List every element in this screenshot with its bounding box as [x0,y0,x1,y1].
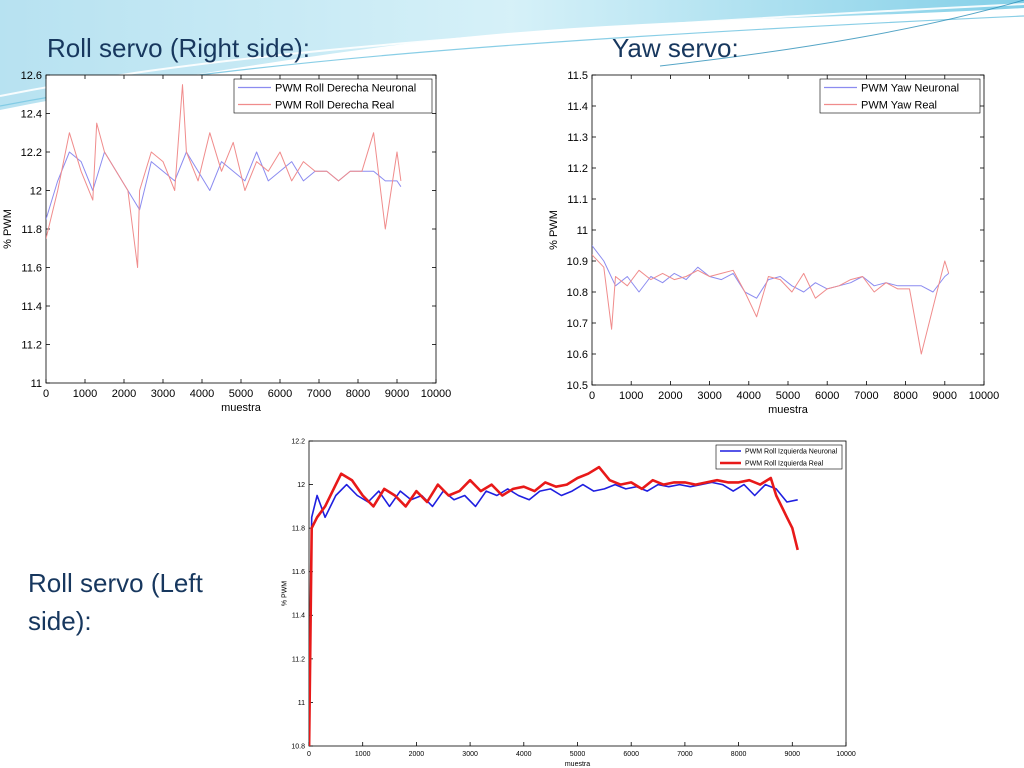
legend-box [715,444,843,470]
legend-entry: PWM Roll Izquierda Real [745,460,824,467]
x-tick-label: 8000 [893,390,917,402]
x-tick-label: 9000 [385,388,409,400]
y-tick-label: 11.4 [292,613,305,620]
x-tick-label: 7000 [307,388,331,400]
x-tick-label: 5000 [570,751,586,758]
x-tick-label: 1000 [355,751,371,758]
y-tick-label: 11.2 [567,163,588,175]
y-tick-label: 11 [577,225,588,237]
x-tick-label: 2000 [409,751,425,758]
heading-roll-left: Roll servo (Left side): [28,568,203,636]
y-axis-label: % PWM [2,209,14,249]
y-tick-label: 11.3 [567,132,588,144]
y-tick-label: 11.4 [567,101,588,113]
x-tick-label: 3000 [462,751,478,758]
x-tick-label: 6000 [623,751,639,758]
x-tick-label: 6000 [815,390,839,402]
legend-entry: PWM Roll Izquierda Neuronal [745,448,838,455]
y-tick-label: 10.6 [567,349,588,361]
chart-roll-right: 0 1000 2000 3000 4000 5000 6000 7000 8000 9000 100… [0,60,460,420]
x-tick-label: 5000 [776,390,800,402]
legend-entry: PWM Yaw Real [861,99,937,111]
x-axis-label: muestra [565,761,590,768]
series-line-neuronal [309,481,798,746]
x-tick-label: 6000 [268,388,292,400]
x-tick-label: 8000 [731,751,747,758]
y-tick-label: 10.5 [567,380,588,392]
legend-box [819,78,981,114]
x-tick-label: 1000 [619,390,643,402]
y-tick-label: 10.8 [291,743,305,750]
series-line-real [46,84,402,268]
x-tick-label: 7000 [854,390,878,402]
heading-yaw: Yaw servo: [612,33,739,63]
series-line-real [592,254,950,355]
y-tick-label: 10.8 [567,287,588,299]
y-axis-label: % PWM [548,210,560,250]
chart-svg-roll-right: 0 1000 2000 3000 4000 5000 6000 7000 8000 9000 100… [2,70,452,414]
x-tick-label: 0 [589,390,595,402]
plot-frame [45,74,437,384]
x-tick-label: 4000 [516,751,532,758]
y-tick-label: 11.4 [21,301,42,313]
y-tick-label: 11.8 [292,526,305,533]
x-tick-label: 10000 [969,390,1000,402]
x-tick-label: 10000 [421,388,452,400]
y-tick-label: 11.1 [567,194,588,206]
x-tick-label: 1000 [73,388,97,400]
chart-svg-roll-left: 0 1000 2000 3000 4000 5000 6000 7000 8000 9000 100… [282,438,856,768]
heading-roll-right: Roll servo (Right side): [47,33,310,63]
x-tick-label: 10000 [836,751,856,758]
y-tick-label: 11 [298,700,305,707]
legend-entry: PWM Yaw Neuronal [861,82,959,94]
x-tick-label: 3000 [697,390,721,402]
x-tick-label: 8000 [346,388,370,400]
y-tick-label: 11.5 [567,70,588,82]
x-tick-label: 0 [307,751,311,758]
y-tick-label: 10.7 [567,318,588,330]
plot-frame [591,74,985,386]
y-axis-label: % PWM [282,581,289,606]
y-tick-label: 10.9 [567,256,588,268]
chart-svg-yaw: 0 1000 2000 3000 4000 5000 6000 7000 8000 9000 100… [548,70,1000,416]
x-tick-label: 0 [43,388,49,400]
legend-entry: PWM Roll Derecha Neuronal [275,82,416,94]
x-tick-label: 3000 [151,388,175,400]
x-axis-label: muestra [221,402,262,414]
y-tick-label: 12.2 [21,147,42,159]
y-tick-label: 11 [31,378,42,390]
y-tick-label: 11.2 [21,339,42,351]
y-tick-label: 12.2 [291,438,305,445]
y-tick-label: 12 [297,482,305,489]
legend-box [233,78,433,114]
y-tick-label: 12.6 [21,70,42,82]
plot-frame [308,440,847,747]
series-line-real [309,465,799,746]
y-tick-label: 11.8 [21,224,42,236]
legend-entry: PWM Roll Derecha Real [275,99,394,111]
x-tick-label: 9000 [785,751,801,758]
y-tick-label: 12.4 [21,108,42,120]
x-tick-label: 4000 [190,388,214,400]
chart-yaw: 0 1000 2000 3000 4000 5000 6000 7000 8000 9000 100… [540,60,1000,420]
y-tick-label: 11.6 [292,569,305,576]
x-tick-label: 2000 [112,388,136,400]
y-tick-label: 11.2 [292,656,305,663]
x-tick-label: 2000 [658,390,682,402]
x-tick-label: 5000 [229,388,253,400]
x-tick-label: 7000 [677,751,693,758]
x-tick-label: 4000 [737,390,761,402]
chart-roll-left: 0 1000 2000 3000 4000 5000 6000 7000 8000 9000 100… [270,432,860,768]
y-tick-label: 11.6 [21,262,42,274]
x-axis-label: muestra [768,404,809,416]
x-tick-label: 9000 [933,390,957,402]
y-tick-label: 12 [30,185,42,197]
